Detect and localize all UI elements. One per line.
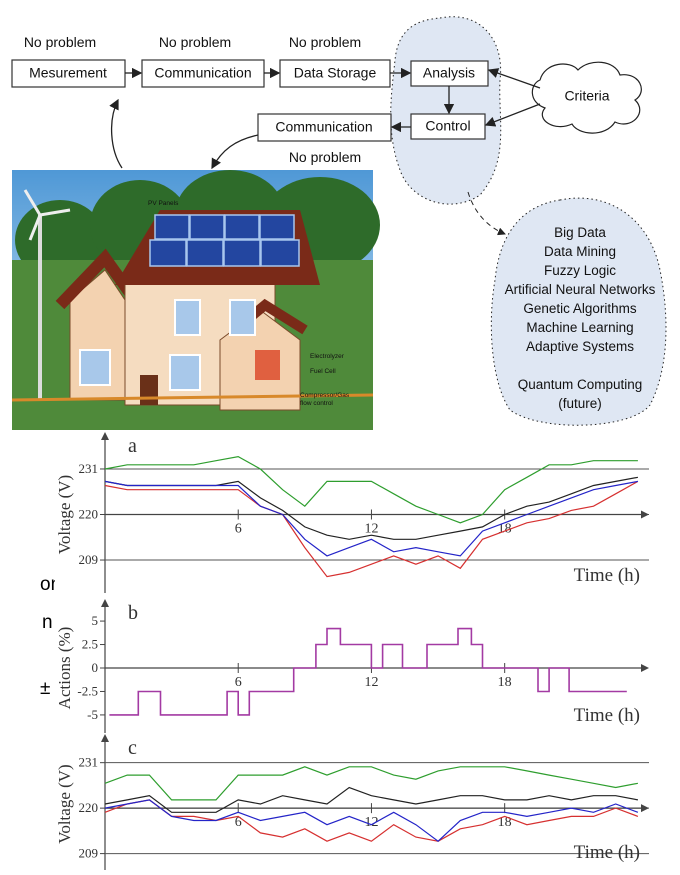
node-label: Analysis bbox=[423, 65, 475, 81]
house-label: flow control bbox=[300, 400, 333, 407]
node-label: Mesurement bbox=[29, 65, 107, 81]
node-label: Communication bbox=[154, 65, 251, 81]
y-tick-label: 231 bbox=[79, 755, 99, 770]
charts: 209 220 231 6 12 18 a Time (h) Voltage (V) -5 -2.5… bbox=[55, 432, 652, 875]
y-tick-label: 220 bbox=[79, 507, 99, 522]
method: Genetic Algorithms bbox=[523, 301, 637, 316]
y-tick-label: 5 bbox=[92, 613, 99, 628]
house-label: Compressor/Gas bbox=[300, 392, 350, 399]
y-tick-label: 209 bbox=[79, 846, 99, 861]
house-label: PV Panels bbox=[148, 200, 179, 207]
x-axis-label: Time (h) bbox=[574, 565, 640, 586]
method: Quantum Computing bbox=[518, 377, 643, 392]
panel-label: c bbox=[128, 737, 137, 759]
y-tick-label: 0 bbox=[92, 660, 99, 675]
y-axis-label: Voltage (V) bbox=[55, 764, 74, 843]
y-tick-label: 2.5 bbox=[82, 637, 98, 652]
cut-text: n bbox=[42, 612, 53, 633]
house-illustration: PV Panels Electrolyzer Fuel Cell Compres… bbox=[12, 170, 380, 430]
status-label: No problem bbox=[24, 34, 96, 50]
panel-label: b bbox=[128, 602, 138, 624]
x-tick-label: 6 bbox=[235, 675, 242, 690]
y-tick-label: 231 bbox=[79, 461, 99, 476]
x-tick-label: 12 bbox=[364, 522, 378, 537]
house-label: Electrolyzer bbox=[310, 353, 345, 360]
status-label: No problem bbox=[289, 149, 361, 165]
node-label: Data Storage bbox=[294, 65, 377, 81]
y-axis-label: Actions (%) bbox=[55, 627, 74, 710]
cut-text: ± bbox=[40, 678, 50, 699]
node-label: Criteria bbox=[564, 88, 609, 104]
method: (future) bbox=[558, 396, 602, 411]
chart: -5 -2.5 0 2.5 5 6 12 18 b Time (h) Actions (%) bbox=[55, 596, 652, 733]
x-tick-label: 12 bbox=[364, 675, 378, 690]
y-tick-label: 220 bbox=[79, 800, 99, 815]
node-label: Control bbox=[425, 118, 470, 134]
x-axis-label: Time (h) bbox=[574, 705, 640, 726]
y-tick-label: -5 bbox=[87, 707, 98, 722]
x-tick-label: 18 bbox=[498, 815, 512, 830]
y-tick-label: -2.5 bbox=[77, 683, 98, 698]
status-label: No problem bbox=[159, 34, 231, 50]
method: Machine Learning bbox=[526, 320, 633, 335]
method: Big Data bbox=[554, 225, 606, 240]
method: Adaptive Systems bbox=[526, 339, 634, 354]
method: Artificial Neural Networks bbox=[505, 282, 656, 297]
method: Fuzzy Logic bbox=[544, 263, 616, 278]
x-axis-label: Time (h) bbox=[574, 842, 640, 863]
x-tick-label: 18 bbox=[498, 675, 512, 690]
analysis-cloud bbox=[391, 17, 501, 204]
chart-background bbox=[55, 596, 652, 733]
figure: on n ± Criteria No problem No problem No… bbox=[0, 0, 680, 875]
y-tick-label: 209 bbox=[79, 552, 99, 567]
house-label: Fuel Cell bbox=[310, 368, 336, 375]
y-axis-label: Voltage (V) bbox=[55, 475, 74, 554]
status-label: No problem bbox=[289, 34, 361, 50]
method: Data Mining bbox=[544, 244, 616, 259]
panel-label: a bbox=[128, 435, 137, 457]
x-tick-label: 6 bbox=[235, 522, 242, 537]
node-label: Communication bbox=[275, 119, 372, 135]
